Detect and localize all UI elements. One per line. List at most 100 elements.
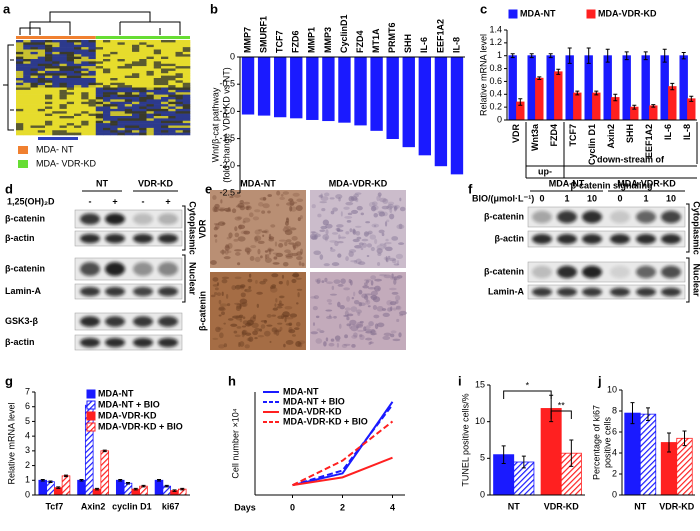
heatmap-cell: [139, 127, 147, 131]
heatmap-cell: [37, 106, 46, 110]
cell-texture: [288, 322, 293, 326]
heatmap-cell: [45, 94, 53, 98]
cell-texture: [346, 316, 350, 321]
heatmap-cell: [146, 70, 155, 74]
heatmap-cell: [66, 78, 75, 81]
heatmap-cell: [175, 75, 184, 79]
heatmap-cell: [74, 89, 82, 93]
heatmap-cell: [81, 123, 89, 126]
heatmap-cell: [30, 42, 39, 46]
cell-texture: [352, 228, 356, 234]
cell-texture: [329, 248, 336, 252]
cell-texture: [217, 327, 224, 330]
cell-texture: [353, 197, 359, 201]
heatmap-cell: [139, 111, 147, 114]
heatmap-cell: [66, 87, 75, 91]
cell-texture: [386, 300, 393, 306]
heatmap-cell: [52, 82, 60, 86]
cell-texture: [329, 293, 338, 296]
cell-texture: [294, 327, 300, 331]
heatmap-cell: [124, 66, 133, 69]
heatmap-cell: [66, 108, 75, 112]
heatmap-cell: [88, 51, 97, 55]
heatmap-cell: [110, 130, 118, 133]
row-label: GSK3-β: [5, 316, 39, 326]
heatmap-cell: [117, 104, 126, 107]
dose-label: 1: [564, 193, 569, 203]
x-tick-label: FZD4: [355, 31, 365, 54]
heatmap-cell: [139, 70, 147, 74]
heatmap-cell: [30, 99, 39, 103]
error-bar: [682, 430, 687, 447]
cell-texture: [254, 229, 261, 235]
cell-texture: [395, 305, 402, 311]
heatmap-cell: [16, 47, 24, 50]
cell-texture: [296, 256, 303, 261]
cell-texture: [252, 330, 258, 336]
heatmap-cell: [103, 82, 111, 86]
heatmap-cell: [182, 97, 191, 100]
heatmap-cell: [45, 132, 53, 136]
heatmap-cell: [45, 106, 53, 110]
heatmap-cell: [139, 132, 147, 136]
heatmap-cell: [175, 97, 184, 100]
heatmap-cell: [103, 70, 111, 74]
cell-texture: [312, 306, 318, 311]
heatmap-cell: [74, 118, 82, 122]
heatmap-cell: [124, 56, 133, 60]
heatmap-cell: [132, 70, 140, 74]
heatmap-cell: [81, 51, 89, 55]
cell-texture: [218, 307, 226, 312]
cell-texture: [360, 212, 364, 216]
x-tick-label: VDR-KD: [659, 501, 694, 511]
heatmap-cell: [95, 70, 104, 74]
heatmap-cell: [103, 61, 111, 65]
heatmap-cell: [45, 44, 53, 48]
heatmap-cell: [161, 127, 169, 131]
cell-texture: [350, 260, 357, 263]
heatmap-cell: [81, 132, 89, 136]
heatmap-cell: [74, 49, 82, 53]
heatmap-cell: [139, 44, 147, 48]
heatmap-cell: [103, 101, 111, 105]
heatmap-cell: [153, 108, 162, 112]
heatmap-cell: [182, 56, 191, 60]
blot-band: [105, 262, 125, 276]
heatmap-cell: [37, 101, 46, 105]
heatmap-cell: [74, 85, 82, 88]
heatmap-cell: [45, 56, 53, 60]
heatmap-cell: [146, 47, 155, 50]
cell-texture: [291, 236, 298, 241]
heatmap-cell: [52, 56, 60, 60]
heatmap-cell: [23, 66, 31, 69]
heatmap-cell: [182, 59, 191, 62]
heatmap-cell: [124, 92, 133, 95]
heatmap-cell: [168, 89, 176, 93]
cell-texture: [254, 337, 258, 340]
heatmap-cell: [66, 73, 75, 76]
legend-label: MDA-NT: [98, 388, 134, 398]
heatmap-cell: [110, 56, 118, 60]
group-label: VDR-KD: [138, 178, 173, 188]
bar: [592, 92, 601, 121]
cell-texture: [316, 328, 321, 332]
cell-texture: [278, 239, 287, 242]
cell-texture: [228, 232, 233, 239]
heatmap-cell: [153, 123, 162, 126]
cell-texture: [387, 201, 395, 205]
cell-texture: [329, 314, 332, 318]
heatmap-cell: [52, 92, 60, 95]
y-axis-label: Percentage of ki67: [591, 405, 601, 480]
cell-texture: [361, 238, 369, 242]
y-tick-label: 1.4: [489, 24, 502, 34]
cell-texture: [264, 254, 268, 260]
heatmap-cell: [182, 116, 191, 119]
heatmap-cell: [81, 120, 89, 124]
heatmap-cell: [66, 82, 75, 86]
heatmap-cell: [117, 130, 126, 133]
heatmap-cell: [59, 63, 68, 67]
heatmap-cell: [153, 97, 162, 100]
heatmap-cell: [146, 61, 155, 65]
heatmap-cell: [66, 40, 75, 43]
heatmap-cell: [103, 51, 111, 55]
